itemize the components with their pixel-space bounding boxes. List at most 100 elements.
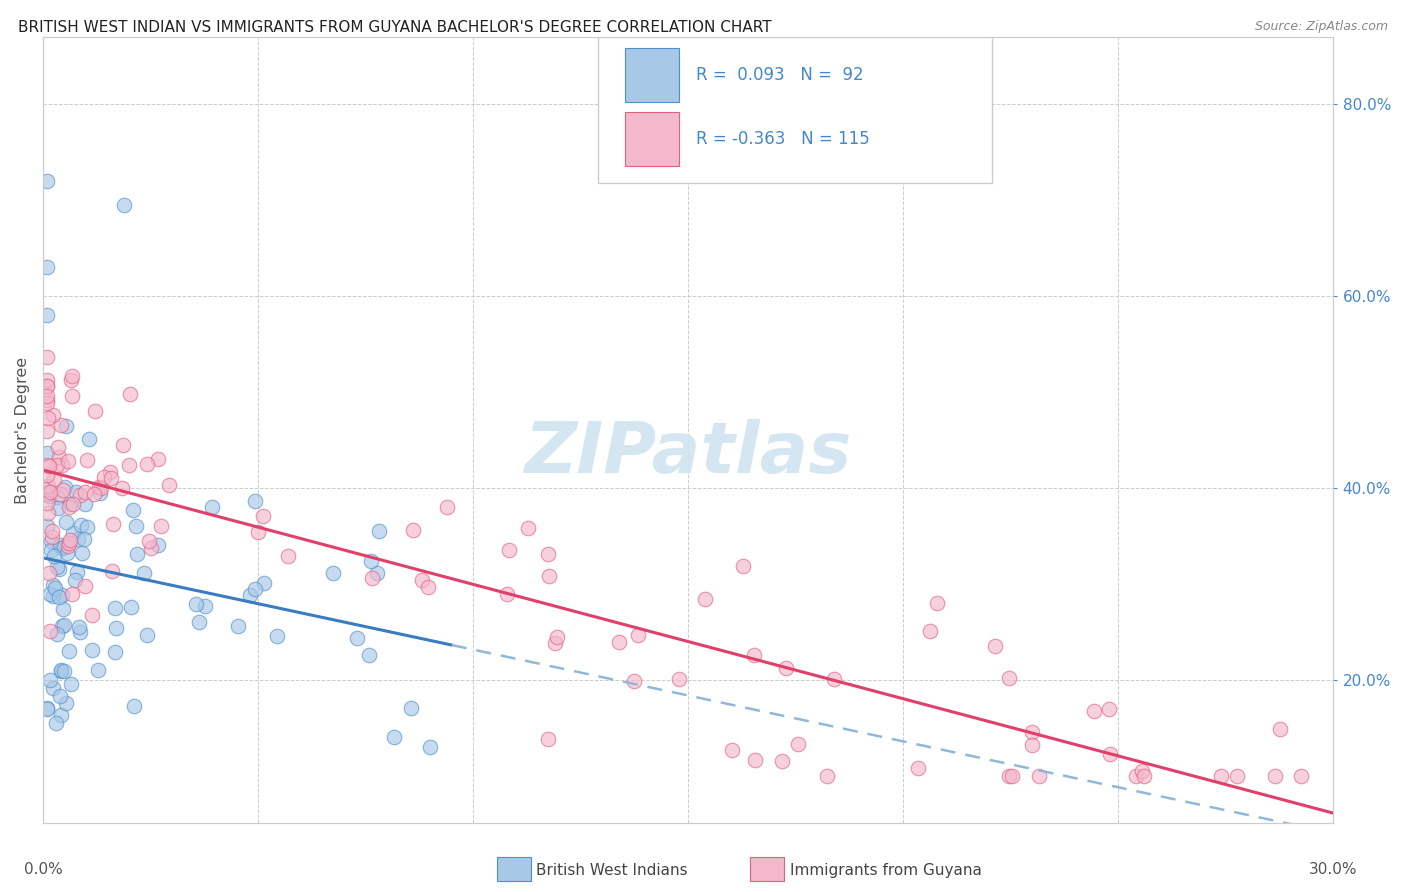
Point <box>66 532 89 546</box>
Point <box>150 518 173 533</box>
Point <box>37 506 59 520</box>
Point <box>52 483 75 498</box>
Point <box>56 546 79 560</box>
Point <box>668 672 690 686</box>
Text: BRITISH WEST INDIAN VS IMMIGRANTS FROM GUYANA BACHELOR'S DEGREE CORRELATION CHAR: BRITISH WEST INDIAN VS IMMIGRANTS FROM G… <box>18 20 772 35</box>
Point <box>41 589 63 603</box>
Point <box>1291 768 1313 782</box>
Point <box>45 627 67 641</box>
Point <box>62 526 84 541</box>
Point <box>59 677 82 691</box>
Point <box>138 533 160 548</box>
Point <box>436 500 458 514</box>
Point <box>53 617 76 632</box>
Point <box>55 697 77 711</box>
Point <box>382 730 405 744</box>
Point <box>38 458 60 473</box>
Point <box>59 497 82 511</box>
Point <box>51 619 73 633</box>
Point <box>73 532 96 546</box>
Point <box>37 174 59 188</box>
Point <box>226 619 249 633</box>
Point <box>146 451 169 466</box>
Point <box>367 524 389 539</box>
Point <box>770 754 793 768</box>
Point <box>815 768 838 782</box>
Point <box>623 674 645 689</box>
Point <box>89 486 111 500</box>
Text: R = -0.363   N = 115: R = -0.363 N = 115 <box>696 130 870 148</box>
Point <box>51 663 73 677</box>
Point <box>39 542 62 557</box>
Point <box>1211 768 1233 782</box>
Point <box>48 538 70 552</box>
Point <box>998 768 1021 782</box>
Point <box>87 663 110 677</box>
Point <box>546 630 568 644</box>
Point <box>37 411 59 425</box>
Point <box>104 621 127 635</box>
Point <box>184 597 207 611</box>
Point <box>247 525 270 540</box>
FancyBboxPatch shape <box>626 112 679 166</box>
Point <box>51 664 73 678</box>
Point <box>201 500 224 514</box>
Point <box>998 671 1021 685</box>
Point <box>38 566 60 580</box>
Point <box>1130 764 1153 778</box>
Point <box>823 672 845 686</box>
Point <box>346 631 368 645</box>
Point <box>48 590 70 604</box>
Point <box>51 541 73 555</box>
Point <box>59 373 82 387</box>
Point <box>416 580 439 594</box>
Point <box>90 481 112 495</box>
Point <box>927 596 949 610</box>
Point <box>44 581 66 595</box>
Point <box>52 602 75 616</box>
Point <box>84 404 107 418</box>
Point <box>1268 722 1291 736</box>
Text: British West Indians: British West Indians <box>537 863 688 878</box>
Point <box>69 624 91 639</box>
Point <box>399 701 422 715</box>
Point <box>70 518 93 533</box>
Point <box>188 615 211 629</box>
Point <box>239 588 262 602</box>
Point <box>66 566 89 580</box>
Point <box>37 458 59 472</box>
Point <box>87 480 110 494</box>
Point <box>48 450 70 465</box>
Point <box>402 524 425 538</box>
Point <box>721 743 744 757</box>
Point <box>252 509 274 524</box>
Point <box>37 478 59 492</box>
Point <box>411 573 433 587</box>
Point <box>120 599 142 614</box>
Point <box>1226 768 1249 782</box>
FancyBboxPatch shape <box>598 37 991 183</box>
Point <box>1000 768 1022 782</box>
Point <box>46 559 69 574</box>
Point <box>37 396 59 410</box>
Point <box>1021 725 1043 739</box>
Point <box>37 389 59 403</box>
Point <box>243 494 266 508</box>
Point <box>37 487 59 501</box>
Point <box>37 350 59 364</box>
Point <box>122 698 145 713</box>
Point <box>58 539 80 553</box>
Text: R =  0.093   N =  92: R = 0.093 N = 92 <box>696 66 863 84</box>
Point <box>37 373 59 387</box>
Point <box>37 446 59 460</box>
Point <box>1132 768 1154 782</box>
Point <box>918 624 941 639</box>
Point <box>65 484 87 499</box>
Point <box>82 642 104 657</box>
Point <box>39 485 62 500</box>
Point <box>98 465 121 479</box>
Point <box>1083 704 1105 718</box>
Point <box>55 480 77 494</box>
Point <box>104 600 127 615</box>
Point <box>42 681 65 695</box>
